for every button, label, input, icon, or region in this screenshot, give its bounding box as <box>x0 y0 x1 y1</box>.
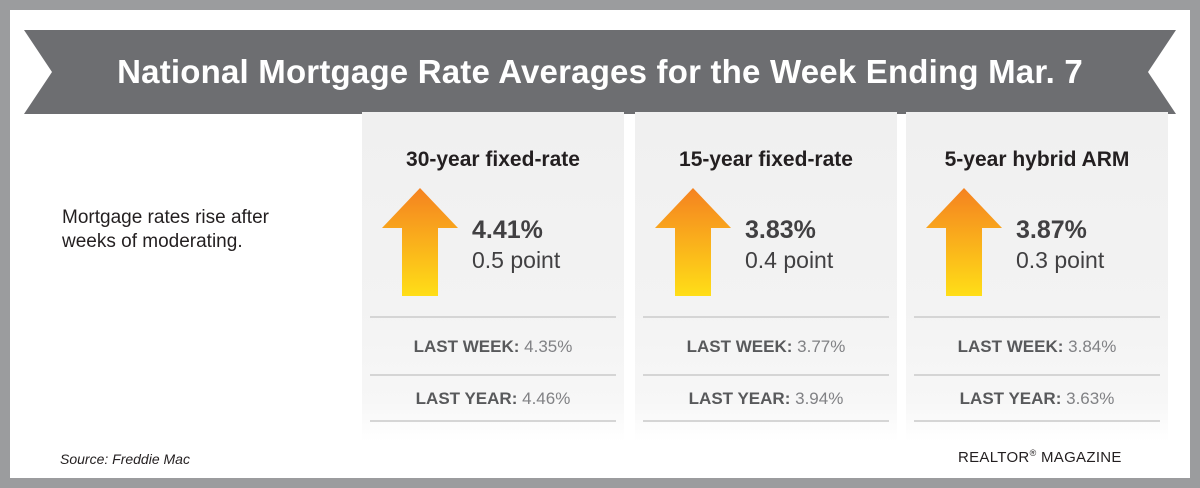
current-rate: 4.41% <box>472 216 543 244</box>
last-year-label: LAST YEAR: <box>415 389 518 408</box>
last-week-row: LAST WEEK: 3.77% <box>635 336 897 358</box>
publisher-suffix: MAGAZINE <box>1036 449 1122 466</box>
divider <box>643 420 889 422</box>
divider <box>370 374 616 376</box>
title-banner: National Mortgage Rate Averages for the … <box>24 30 1176 114</box>
up-arrow-icon <box>382 188 458 296</box>
divider <box>914 316 1160 318</box>
intro-text: Mortgage rates rise after weeks of moder… <box>62 207 269 252</box>
last-year-row: LAST YEAR: 4.46% <box>362 388 624 410</box>
last-year-label: LAST YEAR: <box>688 389 791 408</box>
last-year-value: 4.46% <box>522 389 571 408</box>
current-rate: 3.83% <box>745 216 816 244</box>
rate-change: 0.4 point <box>745 247 834 273</box>
last-week-label: LAST WEEK: <box>413 337 520 356</box>
last-week-row: LAST WEEK: 4.35% <box>362 336 624 358</box>
card-title: 5-year hybrid ARM <box>944 148 1130 171</box>
last-week-value: 3.84% <box>1068 337 1117 356</box>
registered-mark: ® <box>1029 448 1037 458</box>
divider <box>643 374 889 376</box>
last-year-row: LAST YEAR: 3.94% <box>635 388 897 410</box>
infographic-frame: National Mortgage Rate Averages for the … <box>10 10 1190 478</box>
divider <box>370 316 616 318</box>
current-rate: 3.87% <box>1016 216 1087 244</box>
last-year-value: 3.94% <box>795 389 844 408</box>
divider <box>643 316 889 318</box>
divider <box>370 420 616 422</box>
page-title: National Mortgage Rate Averages for the … <box>117 53 1083 90</box>
last-year-label: LAST YEAR: <box>959 389 1062 408</box>
card-title: 30-year fixed-rate <box>406 148 580 171</box>
up-arrow-icon <box>926 188 1002 296</box>
up-arrow-icon <box>655 188 731 296</box>
rate-change: 0.5 point <box>472 247 561 273</box>
banner-ribbon-shape <box>24 30 1176 114</box>
divider <box>914 420 1160 422</box>
rate-card-15-year: 15-year fixed-rate 3.83% 0.4 point LAST … <box>635 112 897 442</box>
source-note: Source: Freddie Mac <box>60 451 190 467</box>
rate-card-5-year-arm: 5-year hybrid ARM 3.87% 0.3 point LAST W… <box>906 112 1168 442</box>
rate-card-30-year: 30-year fixed-rate 4.41% 0.5 point LAST … <box>362 112 624 442</box>
last-week-value: 4.35% <box>524 337 573 356</box>
last-week-value: 3.77% <box>797 337 846 356</box>
last-year-row: LAST YEAR: 3.63% <box>906 388 1168 410</box>
last-week-label: LAST WEEK: <box>957 337 1064 356</box>
publisher-name: REALTOR <box>958 449 1030 466</box>
last-year-value: 3.63% <box>1066 389 1115 408</box>
divider <box>914 374 1160 376</box>
publisher-credit: REALTOR® MAGAZINE <box>958 448 1122 466</box>
last-week-row: LAST WEEK: 3.84% <box>906 336 1168 358</box>
rate-change: 0.3 point <box>1016 247 1105 273</box>
card-title: 15-year fixed-rate <box>679 148 853 171</box>
last-week-label: LAST WEEK: <box>686 337 793 356</box>
